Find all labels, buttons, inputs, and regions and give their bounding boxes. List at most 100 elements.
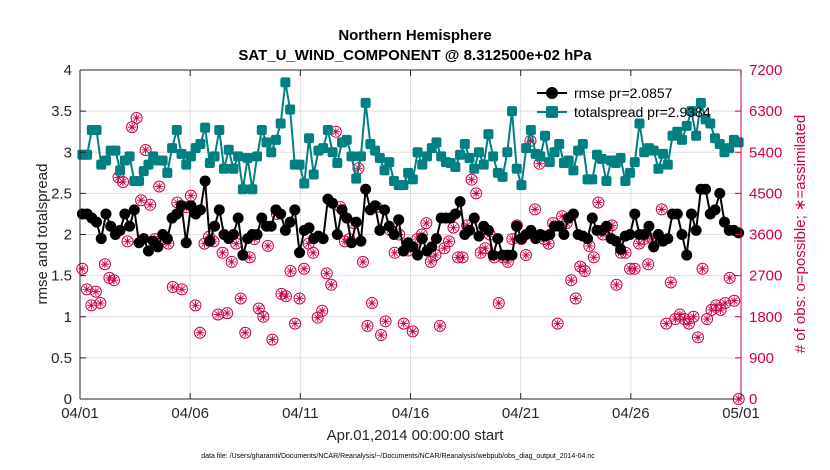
obs-assimilated-marker — [127, 122, 137, 132]
obs-assimilated-marker — [168, 282, 178, 292]
obs-assimilated-marker — [503, 257, 513, 267]
obs-possible-marker — [714, 303, 727, 316]
totalspread-point — [242, 153, 253, 164]
totalspread-series — [77, 77, 744, 195]
obs-possible-marker — [366, 297, 379, 310]
rmse-point — [397, 245, 409, 257]
totalspread-point — [157, 155, 168, 166]
obs-assimilated-marker — [358, 257, 368, 267]
obs-possible-marker — [166, 281, 179, 294]
totalspread-point — [379, 165, 390, 176]
rmse-point — [327, 197, 339, 209]
obs-assimilated-marker — [390, 248, 399, 257]
obs-point — [610, 278, 623, 291]
obs-point — [565, 274, 578, 287]
obs-possible-marker — [234, 292, 247, 305]
totalspread-point — [195, 139, 206, 150]
totalspread-point — [176, 148, 187, 159]
obs-point — [189, 299, 202, 312]
obs-point — [678, 313, 691, 326]
totalspread-point — [124, 151, 135, 162]
rmse-point — [209, 220, 221, 232]
obs-point — [356, 255, 369, 268]
totalspread-point — [658, 148, 669, 159]
obs-assimilated-marker — [82, 285, 91, 294]
obs-possible-marker — [687, 310, 700, 323]
obs-assimilated-marker — [186, 191, 196, 200]
rmse-point — [294, 247, 306, 259]
totalspread-point — [299, 178, 310, 189]
legend-rmse-marker — [546, 87, 558, 99]
obs-point — [166, 281, 179, 294]
rmse-point — [350, 216, 362, 228]
obs-assimilated-marker — [268, 335, 277, 344]
obs-assimilated-marker — [657, 205, 666, 214]
obs-possible-marker — [221, 307, 234, 320]
obs-assimilated-marker — [720, 298, 730, 308]
rmse-point — [454, 196, 466, 208]
obs-possible-marker — [519, 249, 532, 262]
rmse-point — [388, 229, 400, 240]
obs-possible-marker — [479, 242, 492, 255]
obs-assimilated-marker — [435, 321, 445, 331]
rmse-point — [303, 222, 315, 234]
obs-point — [80, 283, 93, 296]
obs-possible-marker — [678, 313, 691, 326]
obs-assimilated-marker — [662, 319, 671, 328]
obs-point — [470, 187, 483, 200]
obs-assimilated-marker — [508, 234, 517, 244]
obs-possible-marker — [529, 203, 542, 216]
rmse-point — [383, 220, 395, 232]
totalspread-point — [384, 157, 395, 168]
obs-possible-marker — [587, 251, 600, 264]
x-tick-label: 04/11 — [282, 405, 318, 422]
obs-point — [257, 310, 270, 323]
rmse-point — [237, 249, 249, 261]
totalspread-point — [91, 125, 102, 136]
obs-assimilated-marker — [471, 189, 481, 198]
rmse-point — [553, 220, 565, 232]
obs-possible-marker — [442, 235, 455, 248]
obs-point — [424, 255, 437, 268]
obs-assimilated-marker — [711, 301, 721, 310]
rmse-point — [718, 216, 730, 228]
totalspread-point — [228, 163, 239, 174]
obs-assimilated-marker — [535, 159, 544, 168]
totalspread-point — [629, 157, 640, 168]
obs-possible-marker — [307, 246, 320, 259]
x-tick-label: 05/01 — [722, 405, 760, 422]
totalspread-point — [686, 106, 697, 117]
obs-possible-marker — [212, 308, 225, 321]
obs-assimilated-marker — [222, 308, 232, 318]
rmse-point — [600, 220, 612, 232]
totalspread-point — [247, 184, 258, 195]
rmse-point — [232, 212, 244, 224]
obs-point — [420, 217, 433, 230]
obs-possible-marker — [89, 285, 102, 298]
rmse-point — [430, 233, 442, 245]
rmse-point — [544, 229, 556, 240]
obs-assimilated-marker — [725, 273, 734, 283]
obs-point — [361, 319, 374, 332]
rmse-point — [558, 229, 570, 240]
obs-assimilated-marker — [331, 127, 340, 136]
obs-assimilated-marker — [458, 253, 467, 262]
rmse-point — [690, 224, 702, 236]
obs-possible-marker — [551, 317, 564, 330]
obs-possible-marker — [193, 326, 206, 339]
totalspread-point — [322, 125, 333, 136]
obs-assimilated-marker — [263, 241, 273, 251]
totalspread-point — [422, 151, 433, 162]
obs-point — [474, 246, 487, 259]
rmse-point — [582, 233, 594, 245]
obs-point — [261, 239, 274, 252]
totalspread-point — [648, 145, 659, 156]
rmse-point — [171, 208, 183, 220]
rmse-point — [407, 241, 419, 253]
y-tick-label-right: 4500 — [749, 185, 782, 202]
obs-point — [587, 251, 600, 264]
obs-possible-marker — [456, 251, 469, 264]
obs-possible-marker — [117, 175, 130, 188]
obs-point — [433, 319, 446, 332]
totalspread-point — [450, 162, 461, 173]
